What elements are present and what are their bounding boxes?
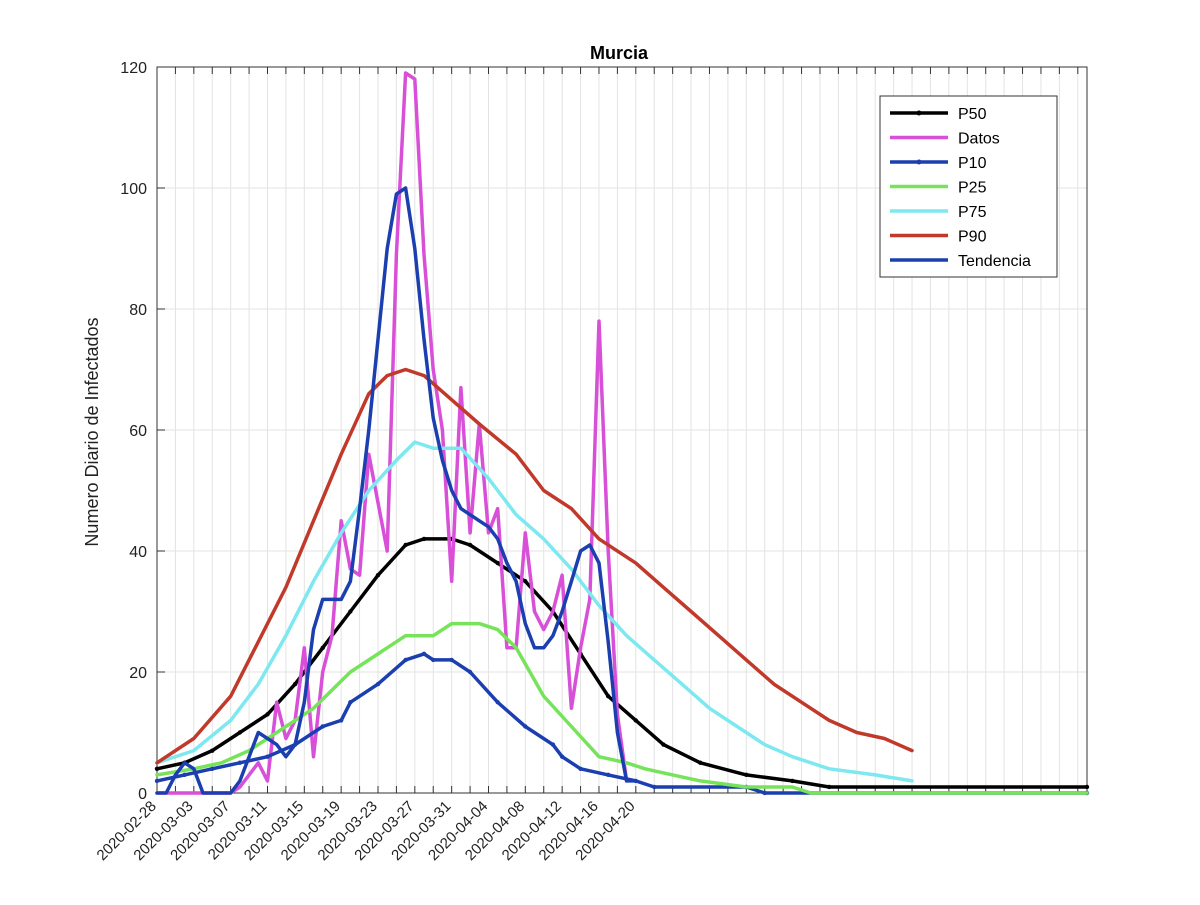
data-point-p50 [375, 573, 381, 578]
y-tick-label: 120 [120, 60, 147, 77]
data-point-p10 [762, 790, 767, 796]
legend-marker-p10 [916, 159, 922, 165]
data-point-p50 [348, 609, 353, 614]
data-point-p10 [338, 718, 344, 723]
data-point-p50 [698, 760, 703, 765]
legend-label-p90: P90 [958, 229, 987, 246]
data-point-p50 [237, 730, 243, 735]
data-point-p10 [375, 681, 381, 687]
data-point-p50 [495, 560, 500, 566]
legend-label-p25: P25 [958, 180, 987, 197]
y-tick-label: 40 [129, 544, 147, 561]
legend-label-p10: P10 [958, 155, 987, 172]
data-point-p50 [744, 772, 749, 778]
data-point-p10 [403, 657, 408, 663]
y-tick-label: 0 [138, 786, 147, 803]
data-point-p50 [633, 718, 639, 723]
legend-label-tendencia: Tendencia [958, 253, 1031, 270]
legend-marker-p50 [916, 110, 922, 116]
data-point-p50 [605, 694, 611, 699]
data-point-p50 [523, 579, 528, 584]
series-line-datos [155, 71, 629, 795]
data-point-p50 [467, 542, 473, 548]
series-line-p90 [155, 367, 914, 765]
y-tick-label: 60 [129, 423, 147, 440]
chart-title: Murcia [590, 43, 649, 63]
y-tick-label: 100 [120, 181, 147, 198]
data-point-p10 [265, 754, 270, 759]
data-point-p50 [826, 784, 832, 790]
data-point-p10 [559, 754, 565, 759]
data-point-p10 [210, 766, 215, 771]
series-line-p25 [155, 621, 1089, 795]
series-line-p75 [155, 440, 914, 783]
y-tick-label: 20 [129, 665, 147, 682]
data-point-p10 [320, 724, 325, 729]
data-point-p10 [523, 724, 528, 729]
data-point-p50 [421, 536, 427, 542]
data-point-p50 [265, 712, 270, 717]
legend-label-p50: P50 [958, 106, 987, 123]
legend-label-p75: P75 [958, 204, 987, 221]
data-point-p10 [348, 700, 353, 705]
legend: P50 Datos P10 P25 P75 P90 Tendencia [879, 95, 1058, 278]
data-point-p10 [421, 651, 427, 657]
data-point-p10 [431, 657, 436, 663]
data-point-p10 [605, 772, 611, 778]
data-point-p50 [154, 766, 160, 771]
data-point-p10 [578, 766, 583, 771]
data-point-p10 [550, 742, 556, 747]
series-lines [154, 71, 1090, 796]
data-point-p50 [210, 748, 215, 753]
data-point-p10 [237, 760, 243, 765]
data-point-p50 [403, 542, 408, 548]
data-point-p10 [467, 669, 473, 675]
data-point-p50 [661, 742, 666, 747]
data-point-p50 [1084, 784, 1090, 790]
y-axis-label: Numero Diario de Infectados [82, 317, 102, 546]
data-point-p10 [495, 700, 500, 705]
data-point-p10 [449, 657, 454, 663]
series-line-tendencia [155, 186, 638, 795]
data-point-p50 [292, 681, 298, 687]
data-point-p10 [652, 784, 657, 790]
data-point-p50 [320, 645, 325, 650]
y-tick-label: 80 [129, 302, 147, 319]
data-point-p10 [154, 778, 160, 784]
data-point-p10 [182, 772, 187, 778]
data-point-p50 [790, 778, 795, 784]
legend-label-datos: Datos [958, 131, 1000, 148]
